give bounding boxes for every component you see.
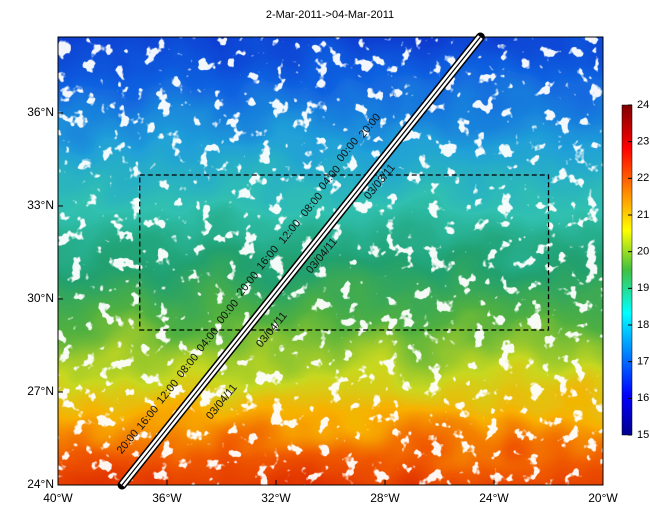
region-box bbox=[139, 174, 550, 331]
x-tick-label: 24°W bbox=[479, 491, 509, 505]
colorbar-tick-label: 18 bbox=[637, 319, 649, 331]
overlay: 40°W 36°W 32°W 28°W 24°W 20°W 24°N 27°N 30°N 33°N… bbox=[27, 32, 649, 505]
colorbar-tick-label: 15 bbox=[637, 429, 649, 441]
y-tick-label: 36°N bbox=[27, 105, 54, 119]
y-tick-label: 33°N bbox=[27, 198, 54, 212]
x-tick-label: 32°W bbox=[261, 491, 291, 505]
colorbar-tick-label: 24 bbox=[637, 99, 649, 111]
x-tick-label: 36°W bbox=[152, 491, 182, 505]
colorbar-tick-label: 23 bbox=[637, 136, 649, 148]
map-title: 2-Mar-2011->04-Mar-2011 bbox=[266, 9, 394, 21]
x-tick-label: 40°W bbox=[43, 491, 73, 505]
colorbar-tick-label: 16 bbox=[637, 392, 649, 404]
colorbar-tick-label: 19 bbox=[637, 282, 649, 294]
colorbar-tick-label: 20 bbox=[637, 246, 649, 258]
x-tick-label: 20°W bbox=[588, 491, 618, 505]
y-tick-label: 24°N bbox=[27, 477, 54, 491]
plot-frame bbox=[57, 36, 604, 486]
colorbar bbox=[621, 104, 633, 436]
colorbar-tick-label: 17 bbox=[637, 356, 649, 368]
colorbar-tick-label: 21 bbox=[637, 209, 649, 221]
x-tick-label: 28°W bbox=[370, 491, 400, 505]
y-tick-label: 30°N bbox=[27, 291, 54, 305]
y-tick-label: 27°N bbox=[27, 384, 54, 398]
sst-field bbox=[58, 37, 603, 485]
colorbar-tick-label: 22 bbox=[637, 172, 649, 184]
track-center bbox=[121, 36, 481, 486]
